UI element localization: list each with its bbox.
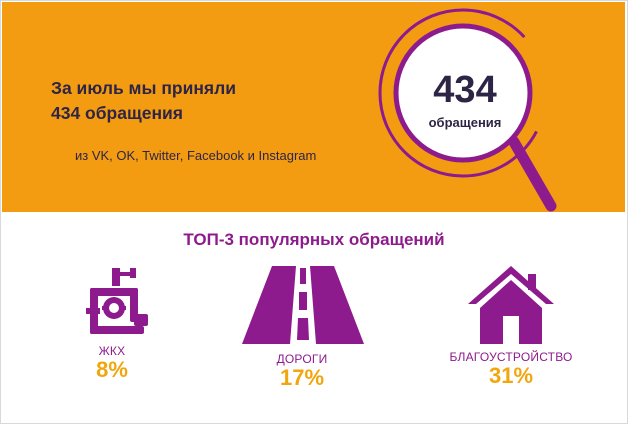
category-value: 8% (96, 357, 128, 382)
category-housing: ЖКХ 8% (62, 262, 162, 382)
category-label: БЛАГОУСТРОЙСТВО (449, 350, 573, 364)
summary-banner: За июль мы приняли 434 обращения из VK, … (2, 2, 625, 212)
category-label: ЖКХ (98, 344, 126, 358)
highlight-number: 434 (433, 69, 497, 111)
category-roads: ДОРОГИ 17% (242, 266, 364, 390)
top3-title: ТОП-3 популярных обращений (183, 230, 445, 249)
category-value: 17% (279, 365, 325, 390)
sources-text: из VK, OK, Twitter, Facebook и Instagram (75, 148, 317, 163)
banner-headline: За июль мы приняли 434 обращения (51, 76, 236, 126)
headline-line-1: За июль мы приняли (51, 78, 236, 98)
highlight-caption: обращения (428, 115, 502, 130)
house-icon (468, 266, 554, 344)
category-value: 31% (488, 363, 534, 388)
road-icon (242, 266, 364, 344)
category-improvement: БЛАГОУСТРОЙСТВО 31% (441, 266, 581, 388)
category-label: ДОРОГИ (276, 352, 328, 366)
magnifier-icon (378, 8, 557, 212)
headline-line-2: 434 обращения (51, 103, 184, 123)
plumbing-pipes-icon (86, 268, 148, 334)
